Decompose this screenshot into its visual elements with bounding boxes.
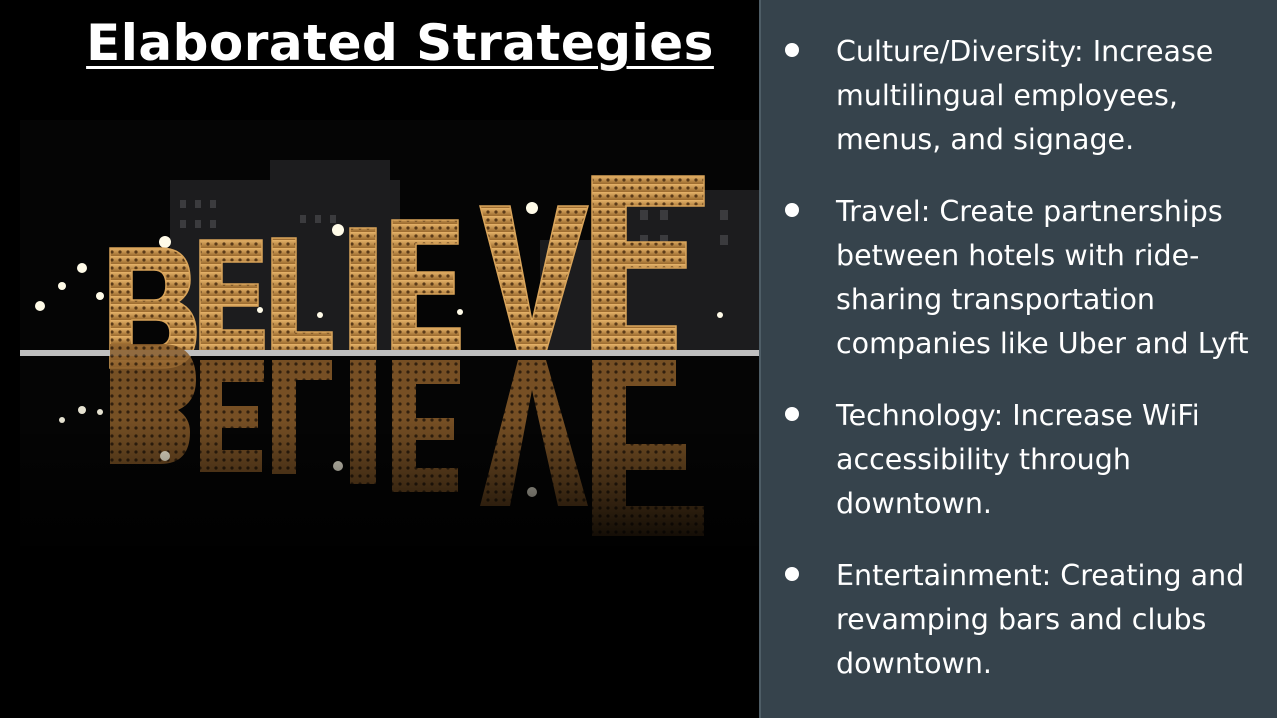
list-item: Technology: Increase WiFi accessibility …: [759, 394, 1277, 526]
strategy-list: Culture/Diversity: Increase multilingual…: [759, 30, 1277, 714]
bullet-icon: [785, 43, 799, 57]
street-lights: [35, 202, 723, 318]
slide-title: Elaborated Strategies: [86, 14, 714, 72]
strategy-entertainment: Entertainment: Creating and revamping ba…: [836, 559, 1245, 680]
bullet-icon: [785, 407, 799, 421]
list-item: Entertainment: Creating and revamping ba…: [759, 554, 1277, 686]
bullet-icon: [785, 567, 799, 581]
believe-sign-photo: [20, 120, 759, 560]
list-item: Travel: Create partnerships between hote…: [759, 190, 1277, 366]
strategy-travel: Travel: Create partnerships between hote…: [836, 195, 1249, 360]
list-item: Culture/Diversity: Increase multilingual…: [759, 30, 1277, 162]
bullet-icon: [785, 203, 799, 217]
strategy-culture: Culture/Diversity: Increase multilingual…: [836, 35, 1214, 156]
left-panel: Elaborated Strategies: [20, 14, 759, 560]
believe-letters: [109, 175, 705, 369]
strategy-technology: Technology: Increase WiFi accessibility …: [836, 399, 1200, 520]
strategies-panel: Culture/Diversity: Increase multilingual…: [759, 0, 1277, 718]
